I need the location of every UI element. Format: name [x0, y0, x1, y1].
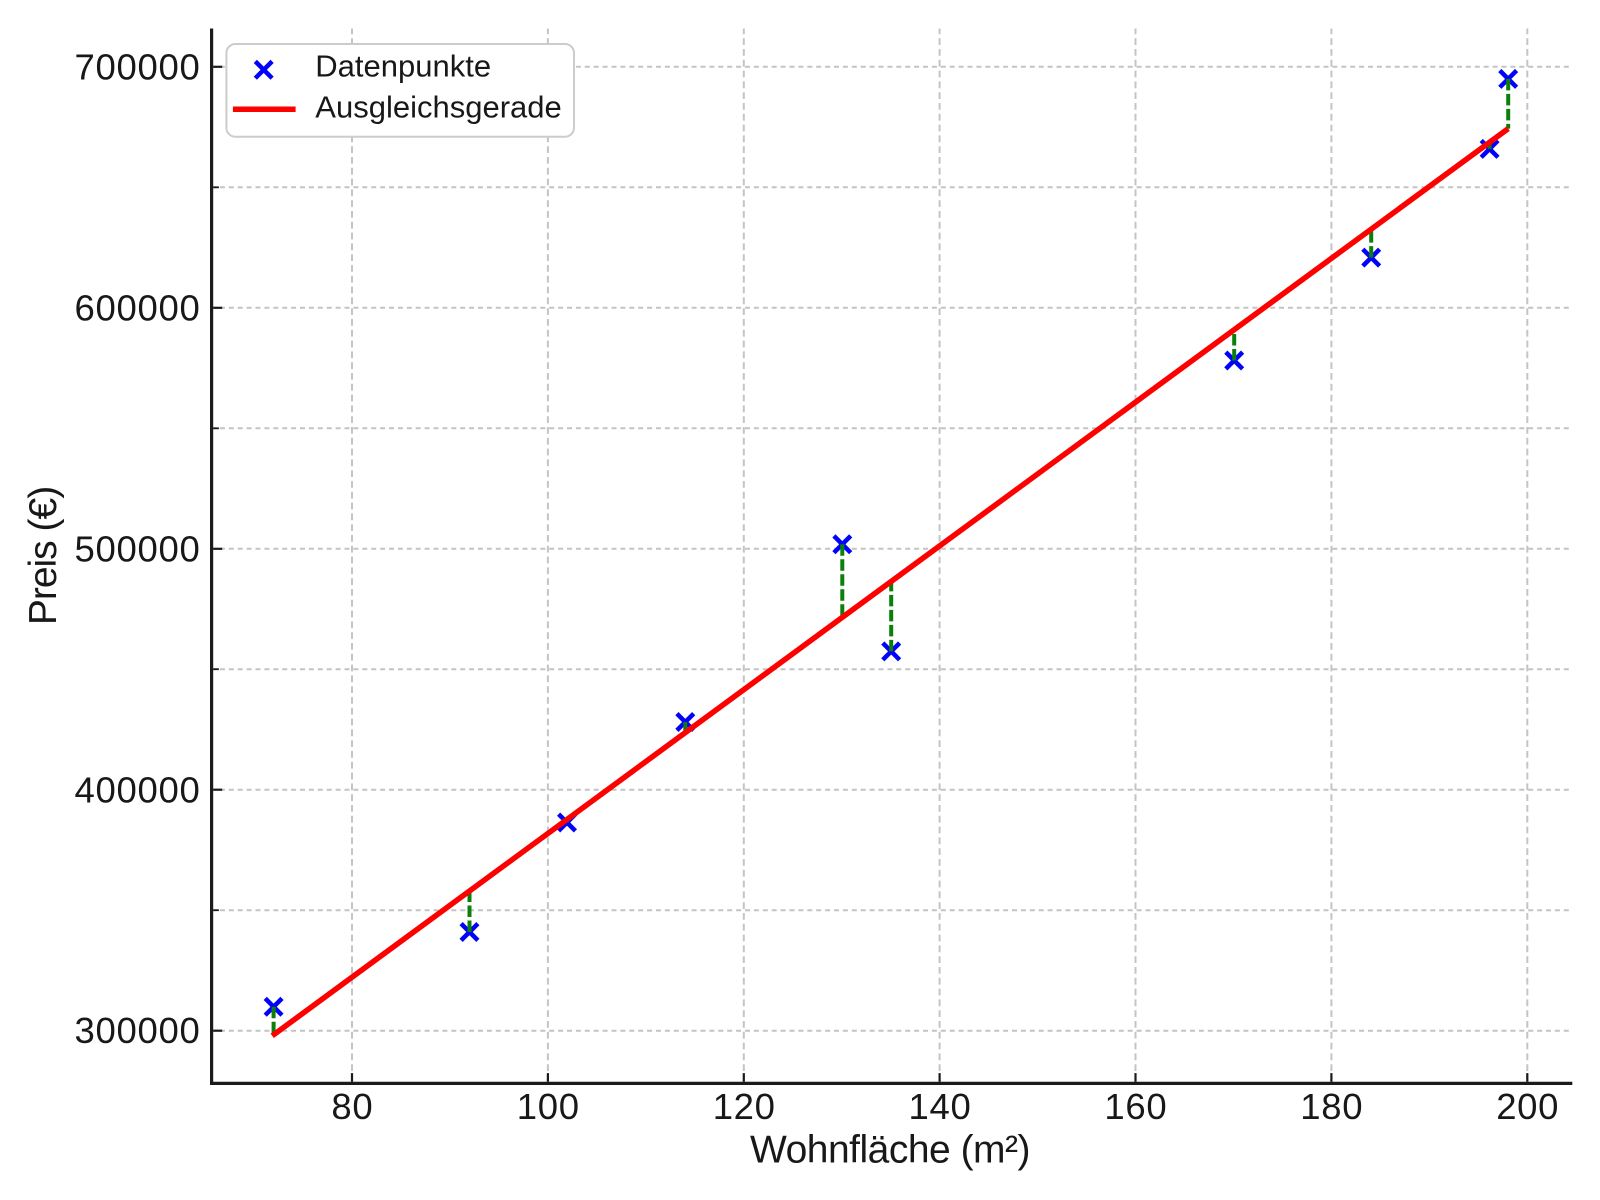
- svg-text:160: 160: [1104, 1086, 1167, 1127]
- svg-text:500000: 500000: [75, 528, 201, 569]
- svg-text:Preis (€): Preis (€): [22, 487, 65, 625]
- svg-text:120: 120: [713, 1086, 776, 1127]
- svg-text:Datenpunkte: Datenpunkte: [315, 49, 491, 84]
- svg-text:Wohnfläche (m²): Wohnfläche (m²): [750, 1129, 1030, 1172]
- svg-text:300000: 300000: [75, 1010, 201, 1051]
- svg-text:Ausgleichsgerade: Ausgleichsgerade: [315, 90, 561, 125]
- svg-text:400000: 400000: [75, 769, 201, 810]
- svg-text:700000: 700000: [75, 46, 201, 87]
- svg-text:200: 200: [1496, 1086, 1559, 1127]
- svg-text:600000: 600000: [75, 287, 201, 328]
- svg-text:100: 100: [517, 1086, 580, 1127]
- svg-text:80: 80: [331, 1086, 373, 1127]
- svg-text:180: 180: [1300, 1086, 1363, 1127]
- svg-text:140: 140: [909, 1086, 972, 1127]
